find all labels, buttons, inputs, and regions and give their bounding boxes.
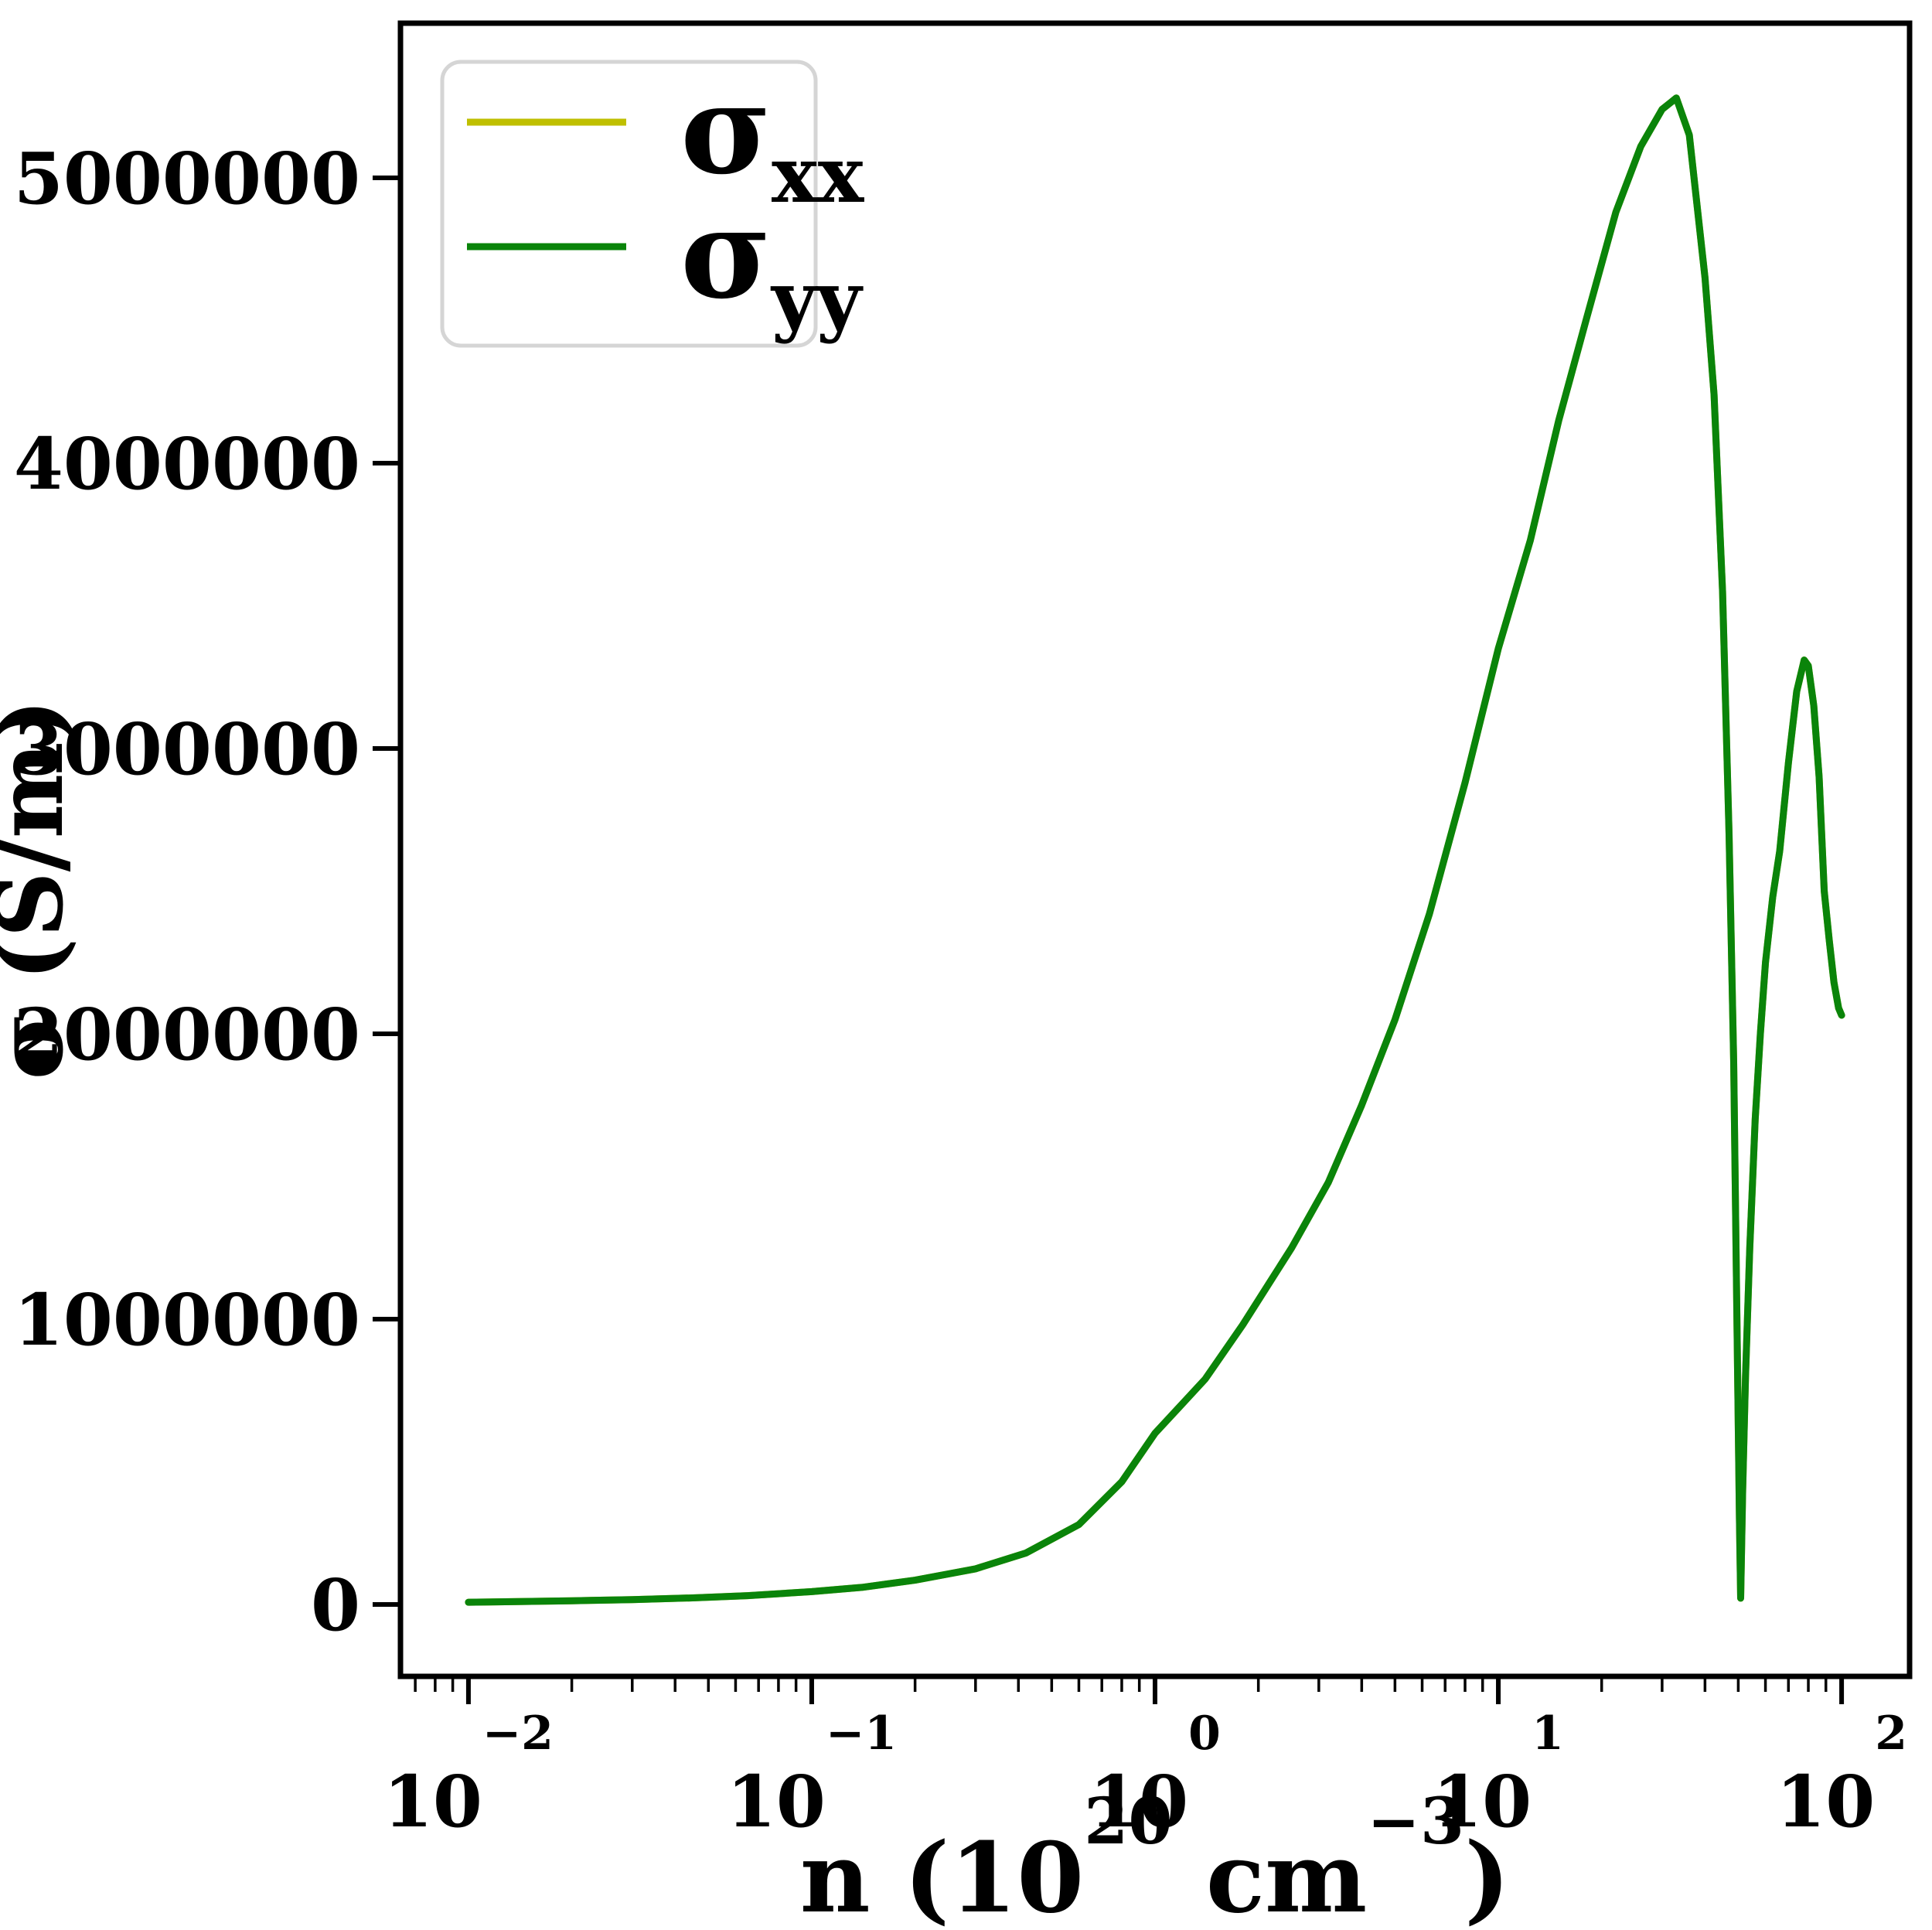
y-axis-ticks: [373, 175, 400, 1608]
y-axis-tick-labels: 0 1000000 2000000 3000000 4000000 5000000: [14, 137, 360, 1647]
x-tick-label: 10−2: [383, 1707, 554, 1843]
x-axis-label: n (1020 cm−3): [800, 1785, 1510, 1927]
curve-sigma-yy: [465, 94, 1845, 1606]
y-tick-label: 5000000: [14, 137, 360, 220]
x-tick-label: 102: [1776, 1707, 1907, 1843]
x-axis-ticks: [414, 1676, 1845, 1704]
legend-box: [440, 60, 818, 348]
x-tick-label: 100: [1089, 1707, 1221, 1843]
x-tick-label: 101: [1433, 1707, 1564, 1843]
legend-label-sigma-yy: σyy: [680, 181, 864, 345]
y-tick-label: 0: [311, 1563, 360, 1647]
x-axis-tick-labels: 10−2 10−1 100 101 102: [383, 1707, 1907, 1843]
y-tick-label: 1000000: [14, 1278, 360, 1362]
y-axis-label: σ (S/m): [0, 699, 83, 1080]
y-tick-label: 4000000: [14, 422, 360, 506]
x-tick-label: 10−1: [727, 1707, 897, 1843]
data-curves: [465, 94, 1845, 1606]
y-tick-label: 2000000: [14, 993, 360, 1076]
legend-label-sigma-xx: σxx: [680, 56, 865, 220]
y-tick-label: 3000000: [14, 708, 360, 791]
